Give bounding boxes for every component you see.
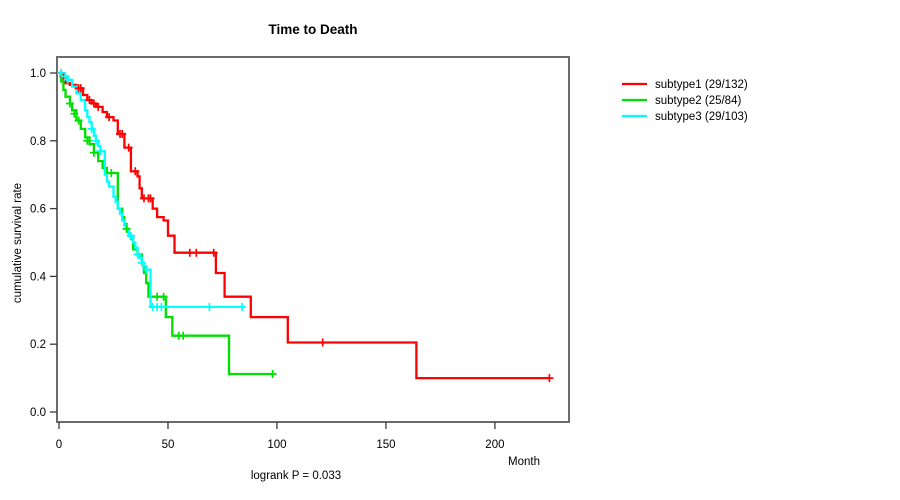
chart-title: Time to Death	[268, 22, 357, 37]
x-tick-label: 200	[485, 439, 504, 451]
legend-label-1: subtype1 (29/132)	[655, 79, 748, 91]
y-tick-label: 1.0	[30, 68, 46, 80]
plot-border	[56, 56, 570, 423]
x-tick-label: 100	[267, 439, 286, 451]
x-tick-label: 50	[162, 439, 175, 451]
survival-curves	[59, 71, 550, 380]
x-tick-label: 0	[56, 439, 62, 451]
legend-label-3: subtype3 (29/103)	[655, 111, 748, 123]
y-tick-label: 0.4	[30, 271, 47, 283]
censor-marks-3	[57, 69, 247, 311]
censor-marks-1	[57, 69, 554, 383]
y-tick-label: 0.6	[30, 204, 46, 216]
logrank-annotation: logrank P = 0.033	[251, 470, 341, 482]
x-axis-label: Month	[508, 456, 540, 468]
y-axis-ticks: 0.0 0.2 0.4 0.6 0.8 1.0	[30, 68, 57, 419]
x-axis-ticks: 0 50 100 150 200	[56, 422, 504, 451]
x-tick-label: 150	[376, 439, 395, 451]
survival-curve-2	[59, 71, 273, 376]
legend: subtype1 (29/132) subtype2 (25/84) subtype…	[622, 79, 748, 123]
legend-label-2: subtype2 (25/84)	[655, 95, 741, 107]
y-axis-label: cumulative survival rate	[12, 183, 24, 303]
censor-marks-2	[65, 99, 277, 378]
y-tick-label: 0.8	[30, 136, 46, 148]
y-tick-label: 0.0	[30, 407, 46, 419]
y-tick-label: 0.2	[30, 339, 46, 351]
censor-marks	[57, 69, 554, 383]
survival-curve-1	[59, 71, 550, 380]
